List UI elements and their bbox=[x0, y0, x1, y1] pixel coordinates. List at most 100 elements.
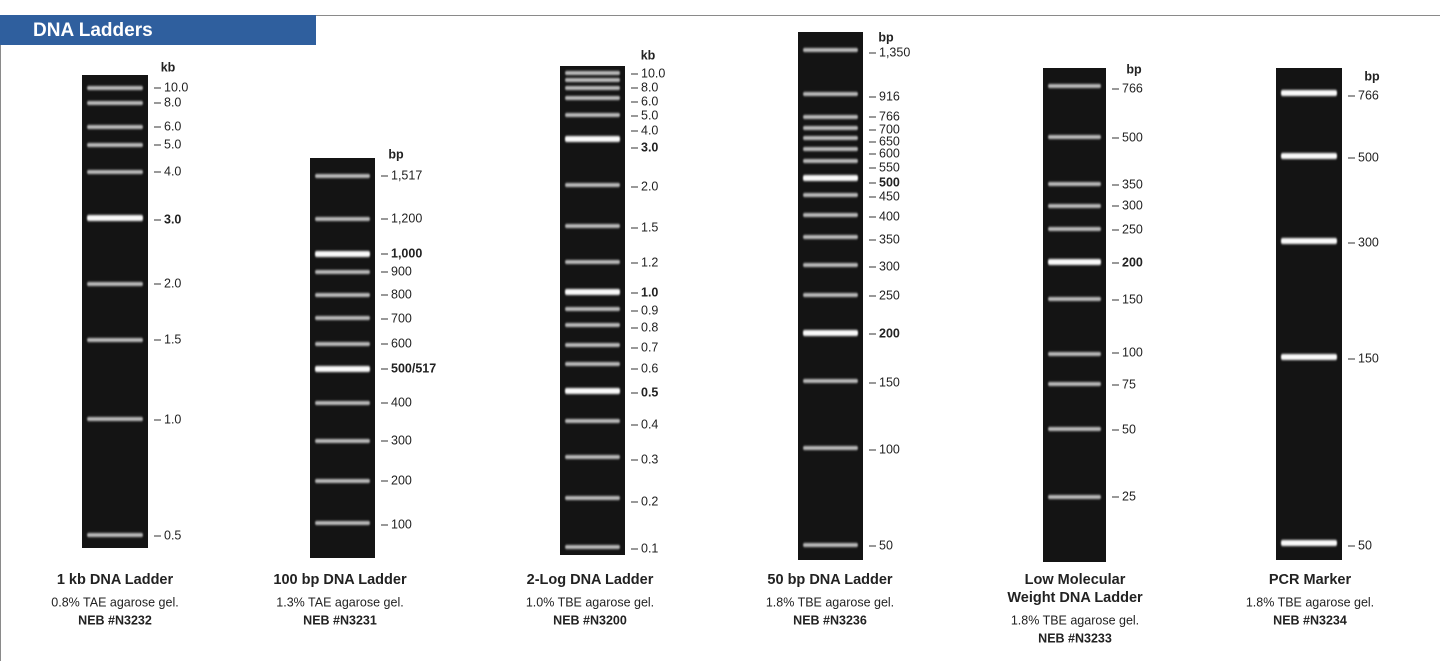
band bbox=[315, 479, 370, 483]
band bbox=[315, 521, 370, 525]
band bbox=[1048, 182, 1101, 186]
ladder-name: 100 bp DNA Ladder bbox=[273, 572, 407, 588]
band bbox=[87, 215, 143, 221]
gel-condition: 1.0% TBE agarose gel. bbox=[526, 595, 654, 609]
size-label: 400 bbox=[879, 209, 900, 223]
size-label: 0.9 bbox=[641, 303, 658, 317]
size-label: 150 bbox=[879, 375, 900, 389]
size-label: 1,517 bbox=[391, 168, 422, 182]
size-label: 1.2 bbox=[641, 255, 658, 269]
band bbox=[565, 136, 620, 142]
band bbox=[565, 224, 620, 228]
unit-label: bp bbox=[878, 30, 894, 44]
band bbox=[1048, 495, 1101, 499]
band bbox=[565, 455, 620, 459]
band bbox=[1048, 427, 1101, 431]
band bbox=[1048, 259, 1101, 265]
size-label: 100 bbox=[1122, 345, 1143, 359]
band bbox=[1048, 227, 1101, 231]
size-label: 3.0 bbox=[641, 140, 658, 154]
unit-label: bp bbox=[1126, 62, 1142, 76]
gel-condition: 1.3% TAE agarose gel. bbox=[276, 595, 403, 609]
size-label: 500 bbox=[1358, 150, 1379, 164]
size-label: 10.0 bbox=[641, 66, 665, 80]
size-label: 8.0 bbox=[641, 80, 658, 94]
unit-label: bp bbox=[1364, 69, 1380, 83]
size-label: 0.1 bbox=[641, 541, 658, 555]
size-label: 0.5 bbox=[641, 385, 658, 399]
band bbox=[315, 401, 370, 405]
ladder-name: Low Molecular bbox=[1025, 572, 1126, 588]
size-label: 916 bbox=[879, 89, 900, 103]
band bbox=[1281, 153, 1337, 159]
size-label: 1.5 bbox=[641, 220, 658, 234]
gel-condition: 1.8% TBE agarose gel. bbox=[766, 595, 894, 609]
size-label: 350 bbox=[1122, 177, 1143, 191]
band bbox=[565, 545, 620, 549]
size-label: 6.0 bbox=[641, 94, 658, 108]
gel-lane bbox=[1276, 68, 1342, 560]
size-label: 766 bbox=[879, 109, 900, 123]
size-label: 10.0 bbox=[164, 80, 188, 94]
size-label: 2.0 bbox=[641, 179, 658, 193]
size-label: 1,000 bbox=[391, 246, 422, 260]
size-label: 200 bbox=[391, 473, 412, 487]
gel-condition: 1.8% TBE agarose gel. bbox=[1011, 613, 1139, 627]
band bbox=[1048, 135, 1101, 139]
band bbox=[565, 362, 620, 366]
size-label: 50 bbox=[1358, 538, 1372, 552]
band bbox=[803, 126, 858, 130]
band bbox=[87, 282, 143, 286]
gel-lane bbox=[1043, 68, 1106, 562]
size-label: 0.5 bbox=[164, 528, 181, 542]
band bbox=[565, 71, 620, 75]
ladder-name: 2-Log DNA Ladder bbox=[527, 572, 654, 588]
band bbox=[1281, 90, 1337, 96]
band bbox=[87, 338, 143, 342]
size-label: 700 bbox=[391, 311, 412, 325]
band bbox=[803, 147, 858, 151]
band bbox=[803, 136, 858, 140]
band bbox=[565, 343, 620, 347]
size-label: 0.6 bbox=[641, 361, 658, 375]
size-label: 300 bbox=[879, 259, 900, 273]
band bbox=[315, 439, 370, 443]
band bbox=[565, 388, 620, 394]
size-label: 600 bbox=[879, 146, 900, 160]
band bbox=[1281, 354, 1337, 360]
size-label: 500 bbox=[879, 175, 900, 189]
band bbox=[565, 419, 620, 423]
band bbox=[1048, 382, 1101, 386]
size-label: 100 bbox=[879, 442, 900, 456]
band bbox=[1048, 204, 1101, 208]
unit-label: bp bbox=[388, 147, 404, 161]
band bbox=[315, 251, 370, 257]
band bbox=[315, 293, 370, 297]
size-label: 1,200 bbox=[391, 211, 422, 225]
band bbox=[803, 115, 858, 119]
band bbox=[565, 496, 620, 500]
page: DNA Ladders kb10.08.06.05.04.03.02.01.51… bbox=[0, 0, 1440, 661]
catalog-number: NEB #N3236 bbox=[793, 613, 867, 627]
band bbox=[87, 170, 143, 174]
size-label: 0.4 bbox=[641, 417, 658, 431]
size-label: 0.8 bbox=[641, 320, 658, 334]
band bbox=[565, 96, 620, 100]
size-label: 4.0 bbox=[164, 164, 181, 178]
band bbox=[565, 260, 620, 264]
band bbox=[803, 235, 858, 239]
size-label: 550 bbox=[879, 160, 900, 174]
catalog-number: NEB #N3232 bbox=[78, 613, 152, 627]
size-label: 1.5 bbox=[164, 332, 181, 346]
band bbox=[315, 270, 370, 274]
band bbox=[565, 307, 620, 311]
band bbox=[1281, 238, 1337, 244]
band bbox=[315, 174, 370, 178]
band bbox=[87, 417, 143, 421]
band bbox=[1048, 297, 1101, 301]
catalog-number: NEB #N3231 bbox=[303, 613, 377, 627]
size-label: 400 bbox=[391, 395, 412, 409]
size-label: 1.0 bbox=[164, 412, 181, 426]
size-label: 150 bbox=[1358, 351, 1379, 365]
band bbox=[565, 289, 620, 295]
